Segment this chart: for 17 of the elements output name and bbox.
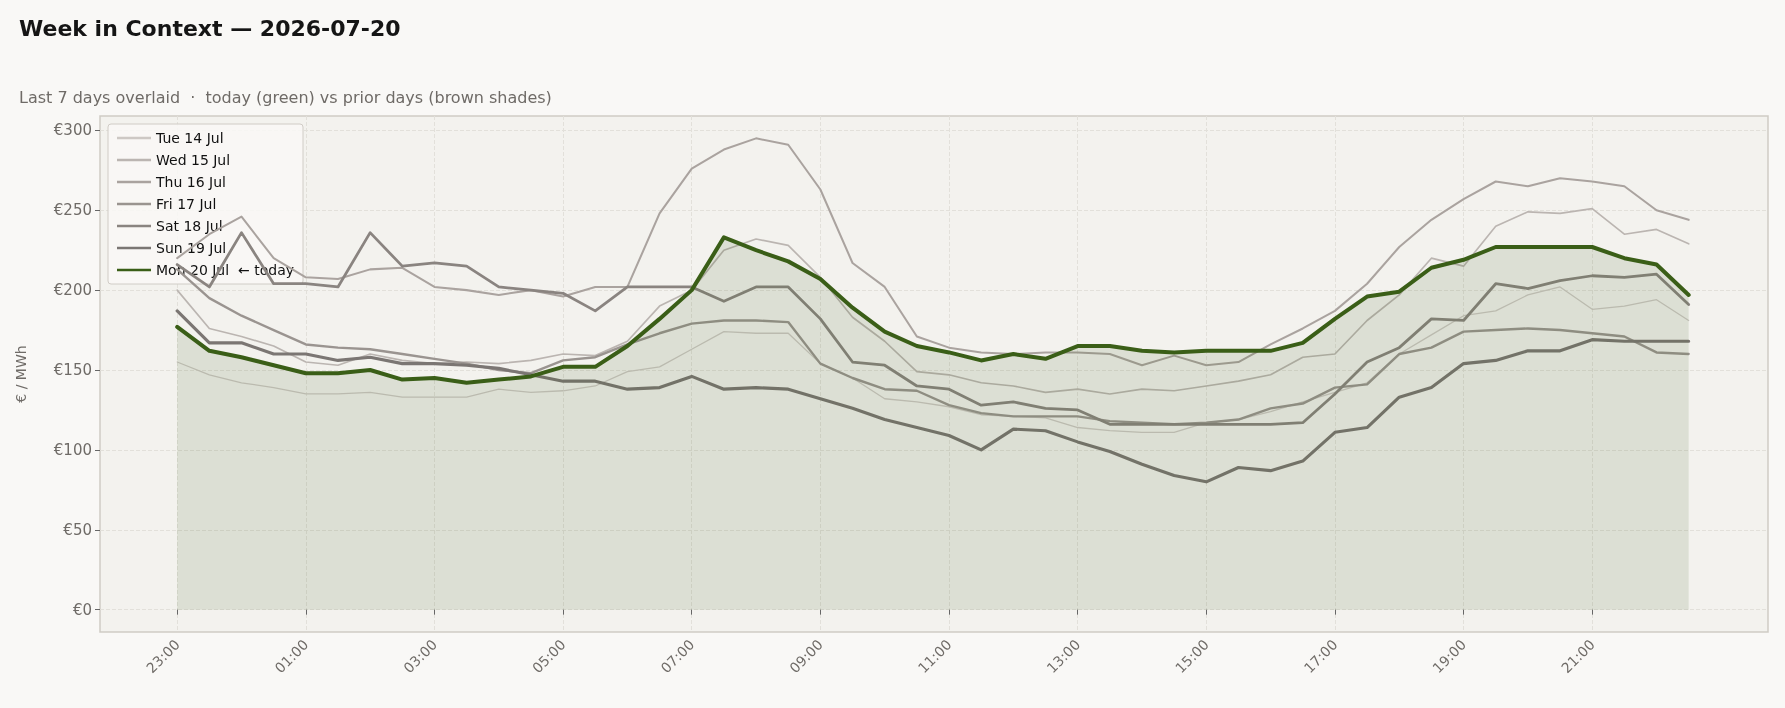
line-series: [175, 309, 1691, 484]
y-tick-label: €300: [53, 121, 92, 140]
legend-label: Tue 14 Jul: [155, 130, 224, 146]
y-tick-label: €150: [53, 361, 92, 380]
y-tick-label: €50: [63, 520, 92, 539]
chart-subtitle: Last 7 days overlaid · today (green) vs prior days (brown shades): [19, 87, 552, 107]
legend-label: Sat 18 Jul: [156, 218, 223, 234]
y-tick-label: €250: [53, 201, 92, 220]
y-tick-label: €100: [53, 440, 92, 459]
chart-title: Week in Context — 2026-07-20: [19, 15, 401, 41]
y-tick-label: €0: [72, 600, 92, 619]
legend-label: Fri 17 Jul: [156, 196, 217, 212]
legend-label: Thu 16 Jul: [155, 174, 226, 190]
y-axis-title: € / MWh: [13, 345, 29, 403]
legend-label: Sun 19 Jul: [156, 240, 227, 256]
legend-label: Wed 15 Jul: [156, 152, 231, 168]
y-tick-label: €200: [53, 281, 92, 300]
